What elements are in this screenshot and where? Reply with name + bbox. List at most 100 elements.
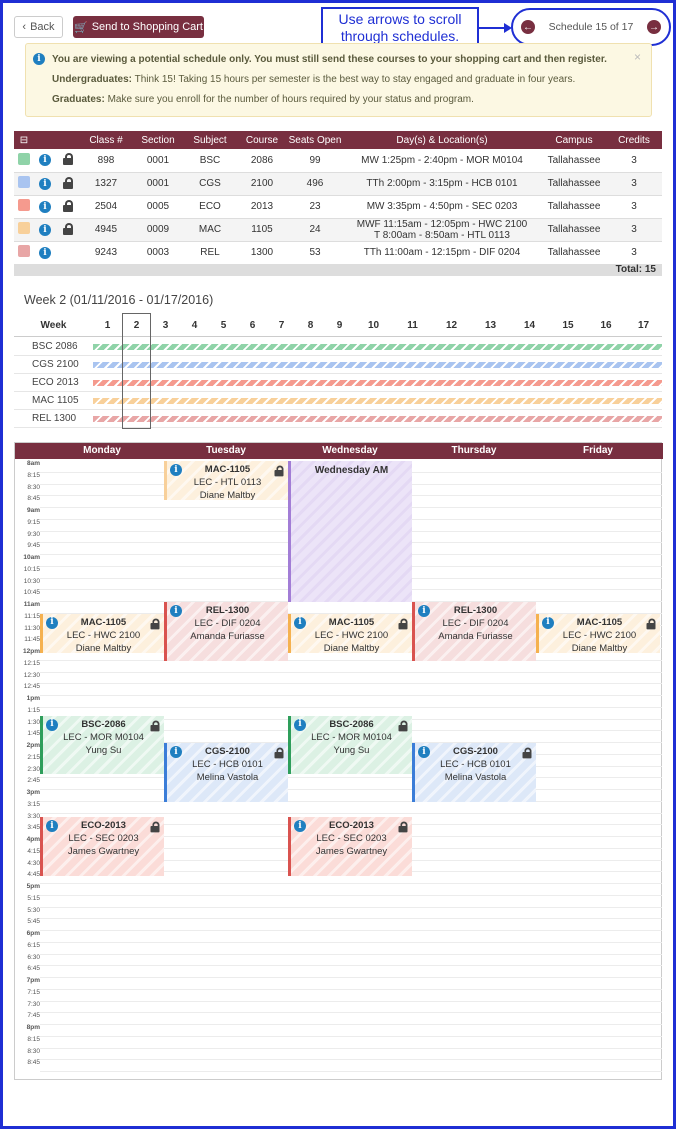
info-icon[interactable]: i (294, 616, 306, 629)
week-row-divider (14, 391, 662, 392)
week-number[interactable]: 7 (267, 315, 296, 337)
week-number[interactable]: 12 (432, 315, 471, 337)
info-icon[interactable]: i (39, 246, 51, 259)
time-label: 12pm (23, 648, 40, 655)
back-button[interactable]: ‹ Back (14, 16, 63, 38)
week-number[interactable]: 15 (549, 315, 587, 337)
lock-icon[interactable] (63, 176, 73, 189)
info-icon[interactable]: i (39, 154, 51, 167)
week-number[interactable]: 5 (209, 315, 238, 337)
next-schedule-button[interactable]: → (647, 20, 661, 34)
grid-line (40, 1035, 662, 1037)
days-line: TTh 11:00am - 12:15pm - DIF 0204 (363, 247, 521, 258)
calendar-event[interactable]: i MAC-1105 LEC - HWC 2100 Diane Maltby (536, 613, 660, 654)
info-icon[interactable]: i (418, 605, 430, 617)
lock-icon[interactable] (522, 747, 532, 759)
week-number[interactable]: 13 (471, 315, 510, 337)
info-icon[interactable]: i (46, 820, 58, 833)
calendar-event[interactable]: i REL-1300 LEC - DIF 0204 Amanda Furiasse (412, 602, 536, 661)
calendar-event[interactable]: i ECO-2013 LEC - SEC 0203 James Gwartney (40, 817, 164, 877)
lock-icon[interactable] (274, 747, 284, 759)
time-label: 8:45 (27, 495, 40, 503)
week-row-divider (14, 427, 662, 428)
day-header: Monday (83, 445, 121, 456)
info-icon[interactable]: i (294, 718, 306, 731)
time-label: 9:30 (27, 530, 40, 538)
time-label: 11:15 (24, 612, 40, 620)
week-number[interactable]: 3 (151, 315, 180, 337)
calendar-event[interactable]: i ECO-2013 LEC - SEC 0203 James Gwartney (288, 817, 412, 877)
info-icon[interactable]: i (170, 464, 182, 476)
lock-icon[interactable] (646, 618, 656, 630)
lock-icon[interactable] (63, 199, 73, 212)
week-number[interactable]: 11 (393, 315, 432, 337)
lock-icon[interactable] (398, 618, 408, 630)
calendar-event[interactable]: i BSC-2086 LEC - MOR M0104 Yung Su (40, 715, 164, 775)
calendar-event[interactable]: i MAC-1105 LEC - HTL 0113 Diane Maltby (164, 461, 288, 501)
lock-icon[interactable] (150, 720, 160, 731)
lock-icon[interactable] (63, 222, 73, 235)
event-location: LEC - SEC 0203 (68, 833, 139, 845)
subject: MAC (184, 218, 236, 242)
week-number[interactable]: 6 (238, 315, 267, 337)
event-location: LEC - HCB 0101 (440, 759, 511, 770)
lock-icon[interactable] (63, 153, 73, 166)
prev-schedule-button[interactable]: ← (521, 20, 535, 34)
course: 2086 (236, 149, 288, 173)
event-title: MAC-1105 (328, 616, 375, 628)
week-number[interactable]: 9 (325, 315, 354, 337)
week-number[interactable]: 17 (625, 315, 662, 337)
info-icon[interactable]: i (39, 200, 51, 213)
grid-line (40, 777, 662, 779)
grid-line (40, 977, 662, 978)
undergrad-text: Think 15! Taking 15 hours per semester i… (132, 74, 576, 85)
send-to-cart-label: Send to Shopping Cart (91, 21, 203, 33)
lock-icon[interactable] (274, 465, 284, 477)
info-icon[interactable]: i (46, 718, 58, 731)
info-icon[interactable]: i (542, 616, 554, 629)
event-title: REL-1300 (453, 605, 498, 616)
lock-icon[interactable] (398, 720, 408, 731)
grid-line (40, 1000, 662, 1002)
time-label: 10am (23, 554, 40, 561)
week-number[interactable]: 14 (510, 315, 549, 337)
info-icon[interactable]: i (39, 177, 51, 190)
event-title: CGS-2100 (205, 746, 250, 757)
info-icon[interactable]: i (418, 746, 430, 758)
time-label: 10:45 (23, 589, 40, 597)
info-icon[interactable]: i (170, 746, 182, 758)
time-label: 6pm (26, 930, 40, 937)
calendar-event[interactable]: i CGS-2100 LEC - HCB 0101 Melina Vastola (164, 743, 288, 802)
info-icon[interactable]: i (170, 605, 182, 617)
week-number[interactable]: 10 (354, 315, 393, 337)
calendar-event[interactable]: i CGS-2100 LEC - HCB 0101 Melina Vastola (412, 743, 536, 802)
time-label: 3:15 (27, 800, 40, 808)
send-to-cart-button[interactable]: 🛒 Send to Shopping Cart (73, 16, 204, 38)
week-number[interactable]: 16 (587, 315, 625, 337)
week-number[interactable]: 2 (122, 315, 151, 337)
lock-icon[interactable] (150, 618, 160, 630)
grid-line (40, 812, 662, 814)
week-number[interactable]: 8 (296, 315, 325, 337)
day-header: Wednesday (322, 445, 378, 456)
info-icon[interactable]: i (46, 616, 58, 629)
info-icon[interactable]: i (294, 820, 306, 833)
subject: CGS (184, 172, 236, 196)
collapse-icon[interactable]: ⊟ (14, 131, 34, 149)
info-icon[interactable]: i (39, 223, 51, 236)
calendar-event[interactable]: i BSC-2086 LEC - MOR M0104 Yung Su (288, 715, 412, 775)
close-icon[interactable]: × (633, 50, 641, 64)
event-title: MAC-1105 (576, 616, 623, 628)
calendar-event[interactable]: i MAC-1105 LEC - HWC 2100 Diane Maltby (40, 613, 164, 654)
calendar-event[interactable]: i REL-1300 LEC - DIF 0204 Amanda Furiasse (164, 602, 288, 661)
credits: 3 (606, 195, 662, 219)
table-row: i 1327 0001 CGS 2100 496 TTh 2:00pm - 3:15pm -… (14, 172, 662, 196)
calendar-event[interactable]: i MAC-1105 LEC - HWC 2100 Diane Maltby (288, 613, 412, 654)
grid-line (40, 695, 662, 696)
wednesday-am-block[interactable]: Wednesday AM (288, 461, 412, 602)
week-number[interactable]: 1 (93, 315, 122, 337)
week-number[interactable]: 4 (180, 315, 209, 337)
days-line-2: T 8:00am - 8:50am - HTL 0113 (374, 229, 510, 241)
lock-icon[interactable] (150, 821, 160, 833)
lock-icon[interactable] (398, 821, 408, 833)
